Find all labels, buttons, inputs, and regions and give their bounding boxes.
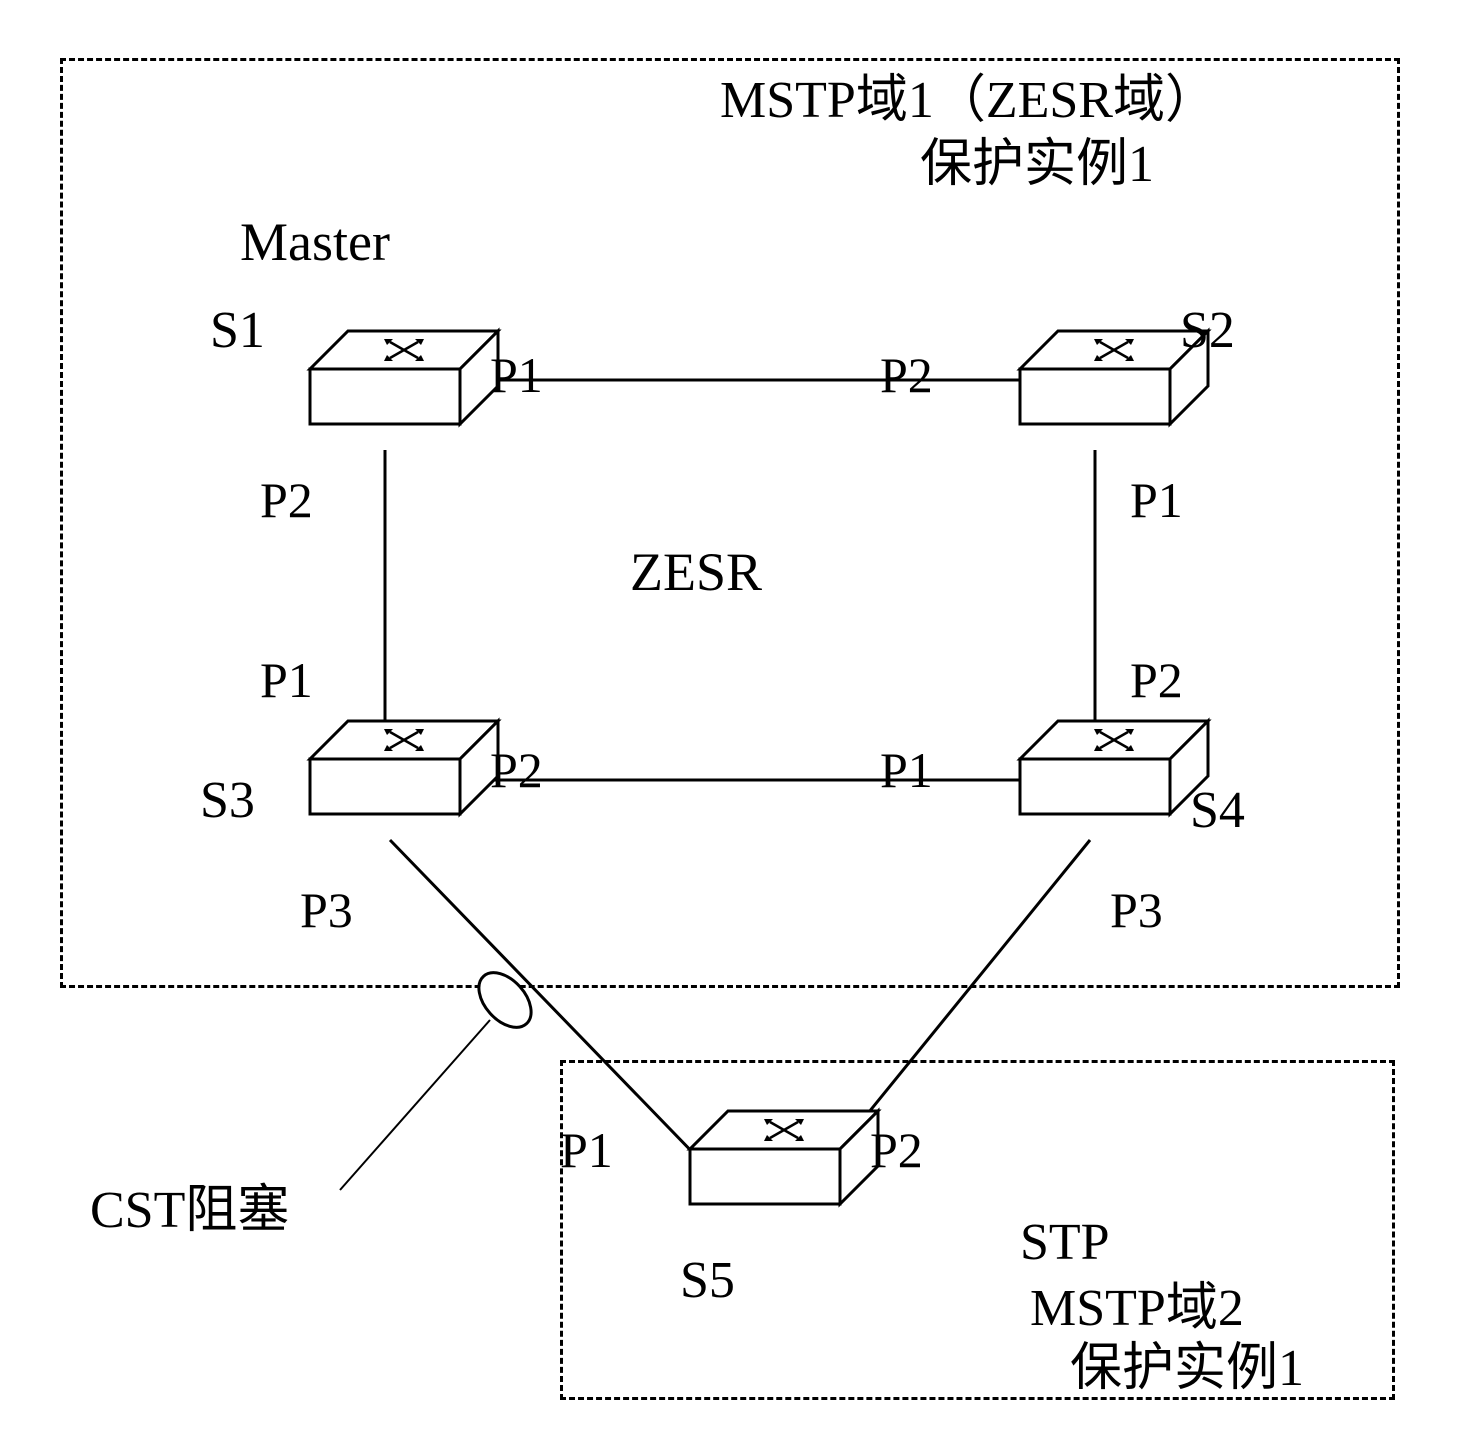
domain1-title-line2: 保护实例1 <box>920 134 1154 196</box>
domain2-title-line1: MSTP域2 <box>1030 1278 1244 1340</box>
node-label-S3: S3 <box>200 770 255 832</box>
port-label-0: P1 <box>490 345 543 405</box>
port-label-6: P2 <box>490 740 543 800</box>
port-label-3: P1 <box>1130 470 1183 530</box>
port-label-11: P2 <box>870 1120 923 1180</box>
port-label-1: P2 <box>880 345 933 405</box>
diagram-canvas: MSTP域1（ZESR域）保护实例1STPMSTP域2保护实例1MasterZE… <box>0 0 1476 1440</box>
port-label-2: P2 <box>260 470 313 530</box>
cst-block-label: CST阻塞 <box>90 1180 289 1242</box>
master-label: Master <box>240 210 390 275</box>
port-label-7: P1 <box>880 740 933 800</box>
cst-pointer-line <box>340 1020 490 1190</box>
port-label-10: P1 <box>560 1120 613 1180</box>
port-label-4: P1 <box>260 650 313 710</box>
domain2-title-line2: 保护实例1 <box>1070 1338 1304 1400</box>
domain1-title-line1: MSTP域1（ZESR域） <box>720 70 1217 132</box>
port-label-5: P2 <box>1130 650 1183 710</box>
node-label-S5: S5 <box>680 1250 735 1312</box>
port-label-8: P3 <box>300 880 353 940</box>
zesr-center-label: ZESR <box>630 540 762 605</box>
node-label-S4: S4 <box>1190 780 1245 842</box>
node-label-S2: S2 <box>1180 300 1235 362</box>
stp-label: STP <box>1020 1212 1110 1274</box>
node-label-S1: S1 <box>210 300 265 362</box>
port-label-9: P3 <box>1110 880 1163 940</box>
